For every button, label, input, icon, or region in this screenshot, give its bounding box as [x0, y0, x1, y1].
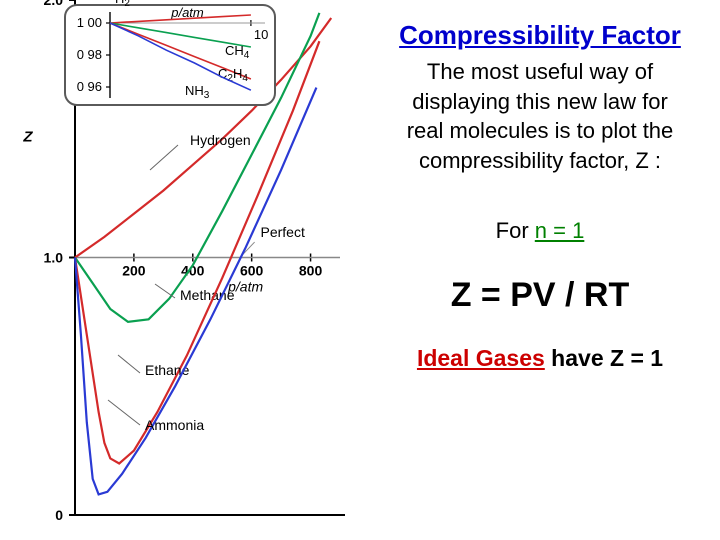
text-panel: Compressibility Factor The most useful w… — [370, 20, 720, 372]
svg-text:0: 0 — [55, 507, 63, 523]
svg-text:0 98: 0 98 — [77, 47, 102, 62]
svg-text:Z: Z — [22, 129, 33, 146]
ideal-prefix: Ideal Gases — [417, 345, 545, 371]
svg-text:0 96: 0 96 — [77, 79, 102, 94]
section-title: Compressibility Factor — [370, 20, 710, 51]
ideal-gas-line: Ideal Gases have Z = 1 — [370, 345, 710, 372]
for-n-line: For n = 1 — [370, 218, 710, 244]
desc-line-4: compressibility factor, Z : — [419, 148, 661, 173]
svg-text:Perfect: Perfect — [261, 224, 305, 240]
svg-text:10: 10 — [254, 27, 268, 42]
svg-text:800: 800 — [299, 263, 323, 279]
svg-text:1.0: 1.0 — [44, 250, 64, 266]
description: The most useful way of displaying this n… — [370, 57, 710, 176]
chart-panel: 01.02.0Z200400600800p/atmPerfectHydrogen… — [0, 0, 360, 540]
svg-text:200: 200 — [122, 263, 146, 279]
desc-line-1: The most useful way of — [427, 59, 653, 84]
svg-text:Hydrogen: Hydrogen — [190, 132, 251, 148]
compressibility-chart: 01.02.0Z200400600800p/atmPerfectHydrogen… — [0, 0, 360, 540]
svg-text:Methane: Methane — [180, 287, 235, 303]
svg-text:2.0: 2.0 — [44, 0, 64, 8]
svg-text:Ammonia: Ammonia — [145, 417, 204, 433]
svg-text:600: 600 — [240, 263, 264, 279]
ideal-suffix: have Z = 1 — [545, 345, 663, 371]
for-prefix: For — [496, 218, 535, 243]
svg-text:1 00: 1 00 — [77, 15, 102, 30]
desc-line-2: displaying this new law for — [412, 89, 668, 114]
for-value: n = 1 — [535, 218, 585, 243]
equation: Z = PV / RT — [370, 276, 710, 315]
desc-line-3: real molecules is to plot the — [407, 118, 674, 143]
